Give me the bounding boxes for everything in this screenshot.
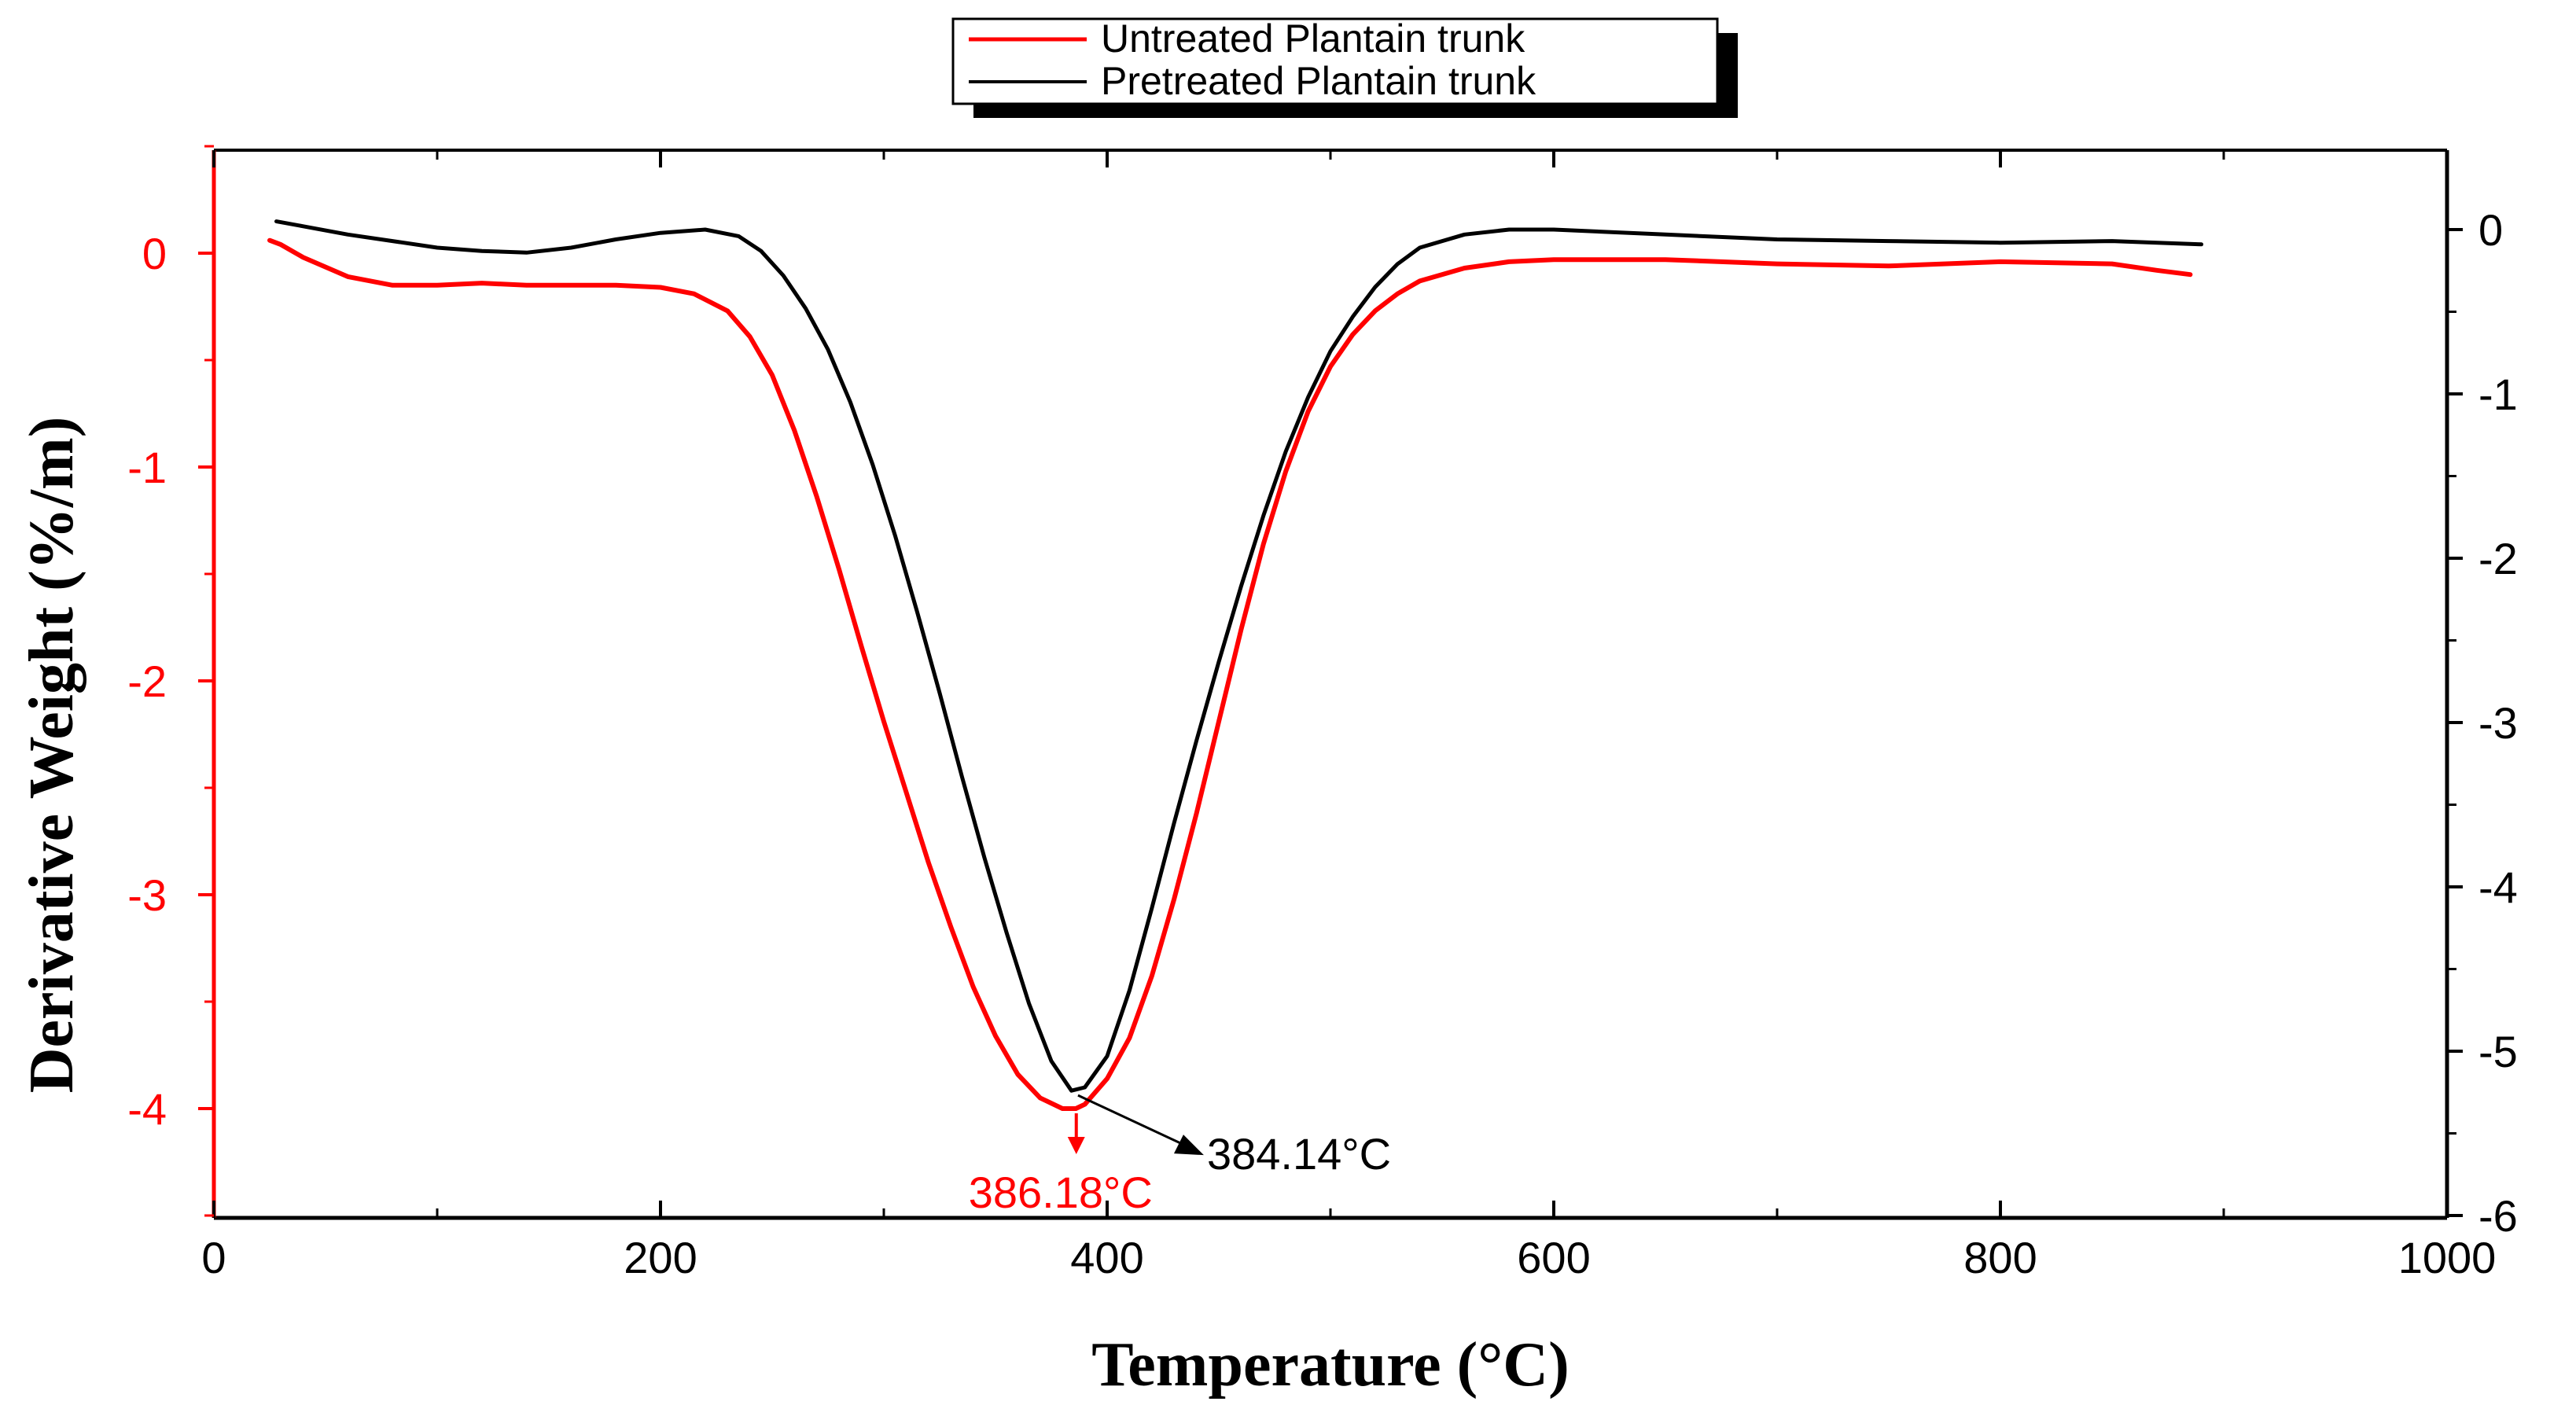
x-tick-label: 1000 [2398, 1233, 2497, 1282]
x-tick-label: 400 [1070, 1233, 1143, 1282]
y-right-tick-label: -1 [2478, 370, 2518, 419]
annotation-pretreated: 384.14°C [1207, 1129, 1391, 1179]
annotation-arrowhead-pretreated [1173, 1135, 1204, 1156]
annotations-group: 386.18°C 384.14°C [969, 1094, 1391, 1217]
y-left-tick-label: -1 [127, 443, 167, 492]
y-right-tick-label: -6 [2478, 1191, 2518, 1241]
series-group [267, 219, 2204, 1111]
series-line-pretreated [274, 219, 2204, 1093]
x-tick-label: 600 [1517, 1233, 1590, 1282]
legend-box [951, 17, 1719, 105]
series-line-untreated [267, 237, 2193, 1111]
y-right-tick-label: 0 [2478, 205, 2503, 255]
ticks-group: 0 200 400 600 800 1000 0 -1 -2 -3 -4 0 -1 -2 -3 -4 -5 -6 [127, 145, 2518, 1282]
y-left-tick-label: -3 [127, 870, 167, 920]
y-axis-title: Derivative Weight (%/m) [17, 417, 86, 1094]
y-left-tick-label: -4 [127, 1084, 167, 1134]
x-tick-label: 200 [624, 1233, 697, 1282]
y-right-tick-label: -2 [2478, 534, 2518, 583]
x-tick-label: 800 [1963, 1233, 2037, 1282]
y-right-tick-label: -5 [2478, 1027, 2518, 1076]
y-left-tick-label: 0 [142, 229, 167, 278]
y-right-tick-label: -3 [2478, 698, 2518, 748]
annotation-arrowhead-untreated [1067, 1137, 1085, 1154]
legend-label-untreated: Untreated Plantain trunk [1101, 17, 1525, 61]
y-right-tick-label: -4 [2478, 862, 2518, 912]
y-left-tick-label: -2 [127, 657, 167, 706]
annotation-untreated: 386.18°C [969, 1168, 1153, 1217]
x-tick-label: 0 [201, 1233, 226, 1282]
legend: Untreated Plantain trunk Pretreated Plan… [951, 17, 1738, 118]
legend-label-pretreated: Pretreated Plantain trunk [1101, 59, 1536, 103]
annotation-arrow-pretreated [1077, 1094, 1187, 1147]
x-axis-title: Temperature (°C) [1091, 1330, 1569, 1399]
